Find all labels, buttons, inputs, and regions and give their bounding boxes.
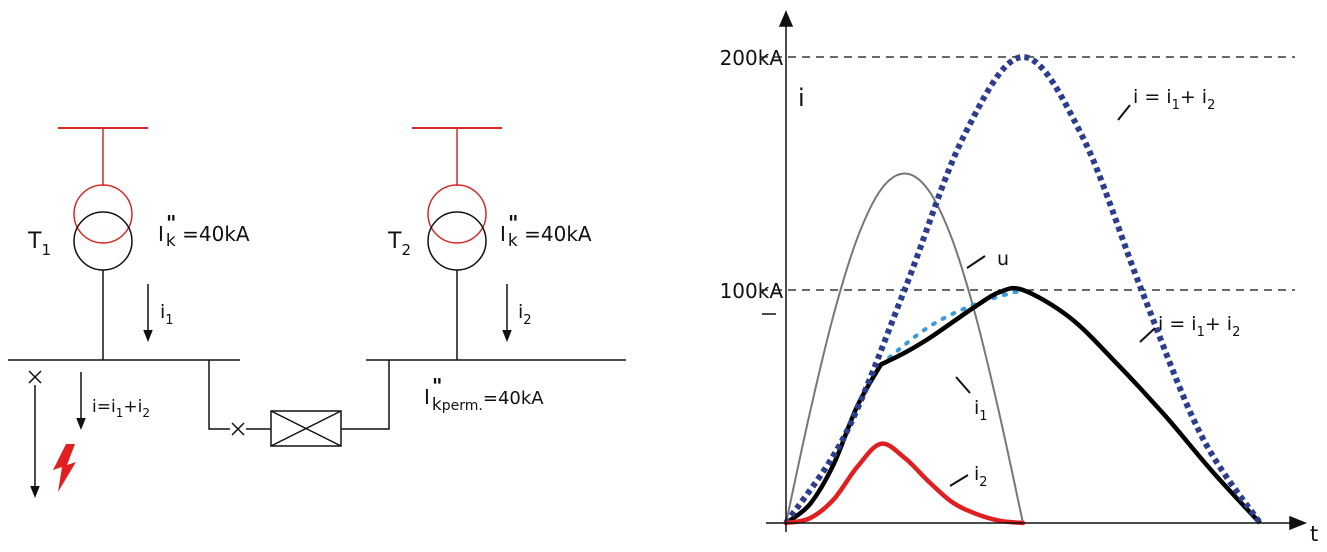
t2-primary-winding <box>427 184 487 244</box>
label-ik-t2-mark: " <box>508 211 518 235</box>
label-ik-perm-mark: " <box>432 374 442 398</box>
chart-grid <box>760 56 1295 291</box>
current-chart: 200kA 100kA i = i1+ i2 i = i1+ i2 i1 i2 u i t <box>720 10 1318 546</box>
current-limiter-diag2 <box>270 410 342 447</box>
chart-labels: 200kA 100kA i = i1+ i2 i = i1+ i2 i1 i2 u <box>720 46 1241 490</box>
series-i2 <box>783 441 1026 526</box>
t1-primary-winding <box>73 184 133 244</box>
x-axis-arrow <box>1289 515 1308 531</box>
y-axis-arrow <box>778 10 794 27</box>
feeder-breaker-x2 <box>28 370 42 384</box>
label-i1: i1 <box>160 301 174 328</box>
label-fault-current: i=i1+i2 <box>92 397 150 420</box>
label-t2: T2 <box>387 229 411 259</box>
series-label-leader <box>1117 104 1131 121</box>
transformer-t2 <box>412 127 502 360</box>
label-ik-t1-mark: " <box>166 211 176 235</box>
chart-axes <box>762 10 1308 532</box>
coupling-breaker-x2 <box>231 422 245 436</box>
series-label: i = i1+ i2 <box>1133 86 1215 113</box>
arrow-fault-current-head <box>76 417 86 431</box>
coupling-line-left <box>208 360 230 430</box>
t2-secondary-winding <box>427 211 487 271</box>
label-t1: T1 <box>27 229 51 259</box>
y-tick-label: 200kA <box>720 46 784 70</box>
series-label: i1 <box>974 397 988 424</box>
series-label-leader <box>966 255 986 269</box>
x-axis-label: t <box>1310 522 1318 546</box>
label-i2: i2 <box>518 301 532 328</box>
series-label-leader <box>1139 327 1156 343</box>
series-label: i2 <box>974 463 988 490</box>
feeder-arrow-head <box>30 485 40 499</box>
series-sum-peak <box>783 53 1263 525</box>
series-label: u <box>997 248 1009 270</box>
coupling-line-right <box>341 360 390 430</box>
series-label: i = i1+ i2 <box>1158 313 1240 340</box>
circuit-diagram <box>8 127 626 499</box>
y-tick-label: 100kA <box>720 279 784 303</box>
t1-secondary-winding <box>73 211 133 271</box>
chart-series <box>783 53 1263 526</box>
arrow-i1-head <box>143 329 153 343</box>
y-axis-label: i <box>798 84 805 112</box>
series-label-leader <box>955 376 971 394</box>
lightning-icon <box>53 444 76 492</box>
series-label-leader <box>949 474 969 487</box>
series-i1 <box>878 288 1025 367</box>
arrow-i2-head <box>502 329 512 343</box>
transformer-t1 <box>58 127 148 360</box>
series-u <box>785 172 1024 524</box>
